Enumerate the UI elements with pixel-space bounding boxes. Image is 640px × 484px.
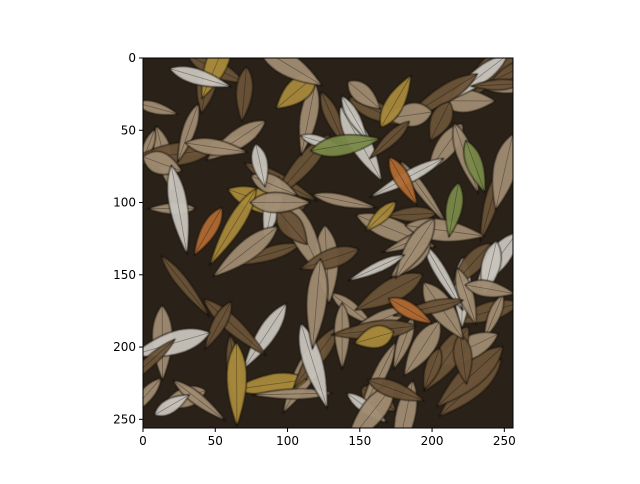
tan-leaf — [464, 279, 513, 298]
x-tick-label: 0 — [139, 434, 147, 448]
leaf — [208, 187, 257, 268]
pale-leaf — [153, 394, 191, 417]
brown-leaf — [366, 377, 426, 402]
brown-leaf — [235, 65, 254, 124]
leaf — [298, 245, 360, 271]
leaf — [276, 209, 308, 246]
leaf — [347, 80, 382, 110]
leaf — [423, 347, 443, 391]
leaf — [251, 388, 334, 400]
orange-leaf — [387, 297, 434, 325]
y-tick-label: 150 — [113, 268, 136, 282]
x-axis: 0 50 100 150 200 250 — [139, 428, 516, 448]
leaf — [160, 254, 210, 318]
x-tick-label: 150 — [348, 434, 371, 448]
x-tick-label: 50 — [208, 434, 223, 448]
leaf — [168, 65, 233, 88]
leaf — [453, 333, 473, 386]
y-tick-label: 250 — [113, 412, 136, 426]
y-tick-label: 100 — [113, 196, 136, 210]
orange-leaf — [193, 206, 223, 257]
leaf — [257, 58, 324, 87]
pale-leaf — [166, 164, 190, 257]
tan-leaf — [306, 257, 329, 351]
x-tick-label: 250 — [493, 434, 516, 448]
leaf — [403, 320, 442, 377]
leaf — [204, 300, 232, 351]
green-leaf — [463, 139, 486, 194]
leaf-image — [143, 58, 513, 428]
leaf — [347, 254, 406, 282]
orange-leaf — [388, 156, 418, 207]
y-axis: 0 50 100 150 200 250 — [113, 51, 143, 426]
y-tick-label: 50 — [121, 123, 136, 137]
leaf — [394, 217, 435, 280]
leaf — [143, 99, 180, 116]
green-leaf — [445, 181, 464, 239]
x-tick-label: 100 — [276, 434, 299, 448]
leaf — [172, 379, 228, 422]
tan-leaf — [249, 192, 312, 214]
leaf — [491, 133, 513, 211]
y-tick-label: 200 — [113, 340, 136, 354]
leaf — [428, 101, 454, 142]
y-tick-label: 0 — [128, 51, 136, 65]
leaf — [368, 120, 410, 160]
leaf — [143, 338, 176, 396]
leaf — [353, 272, 424, 311]
leaf — [469, 78, 513, 91]
leaf — [184, 137, 249, 157]
green-leaf — [309, 134, 382, 157]
leaf — [177, 102, 200, 165]
x-tick-label: 200 — [421, 434, 444, 448]
leaf — [251, 143, 269, 188]
leaf — [211, 226, 279, 278]
leaf — [311, 192, 379, 209]
leaf — [364, 201, 397, 232]
leaf — [454, 267, 477, 327]
axes-frame — [142, 57, 514, 429]
gold-leaf — [379, 74, 412, 129]
leaf — [226, 341, 248, 428]
leaf — [353, 325, 395, 349]
